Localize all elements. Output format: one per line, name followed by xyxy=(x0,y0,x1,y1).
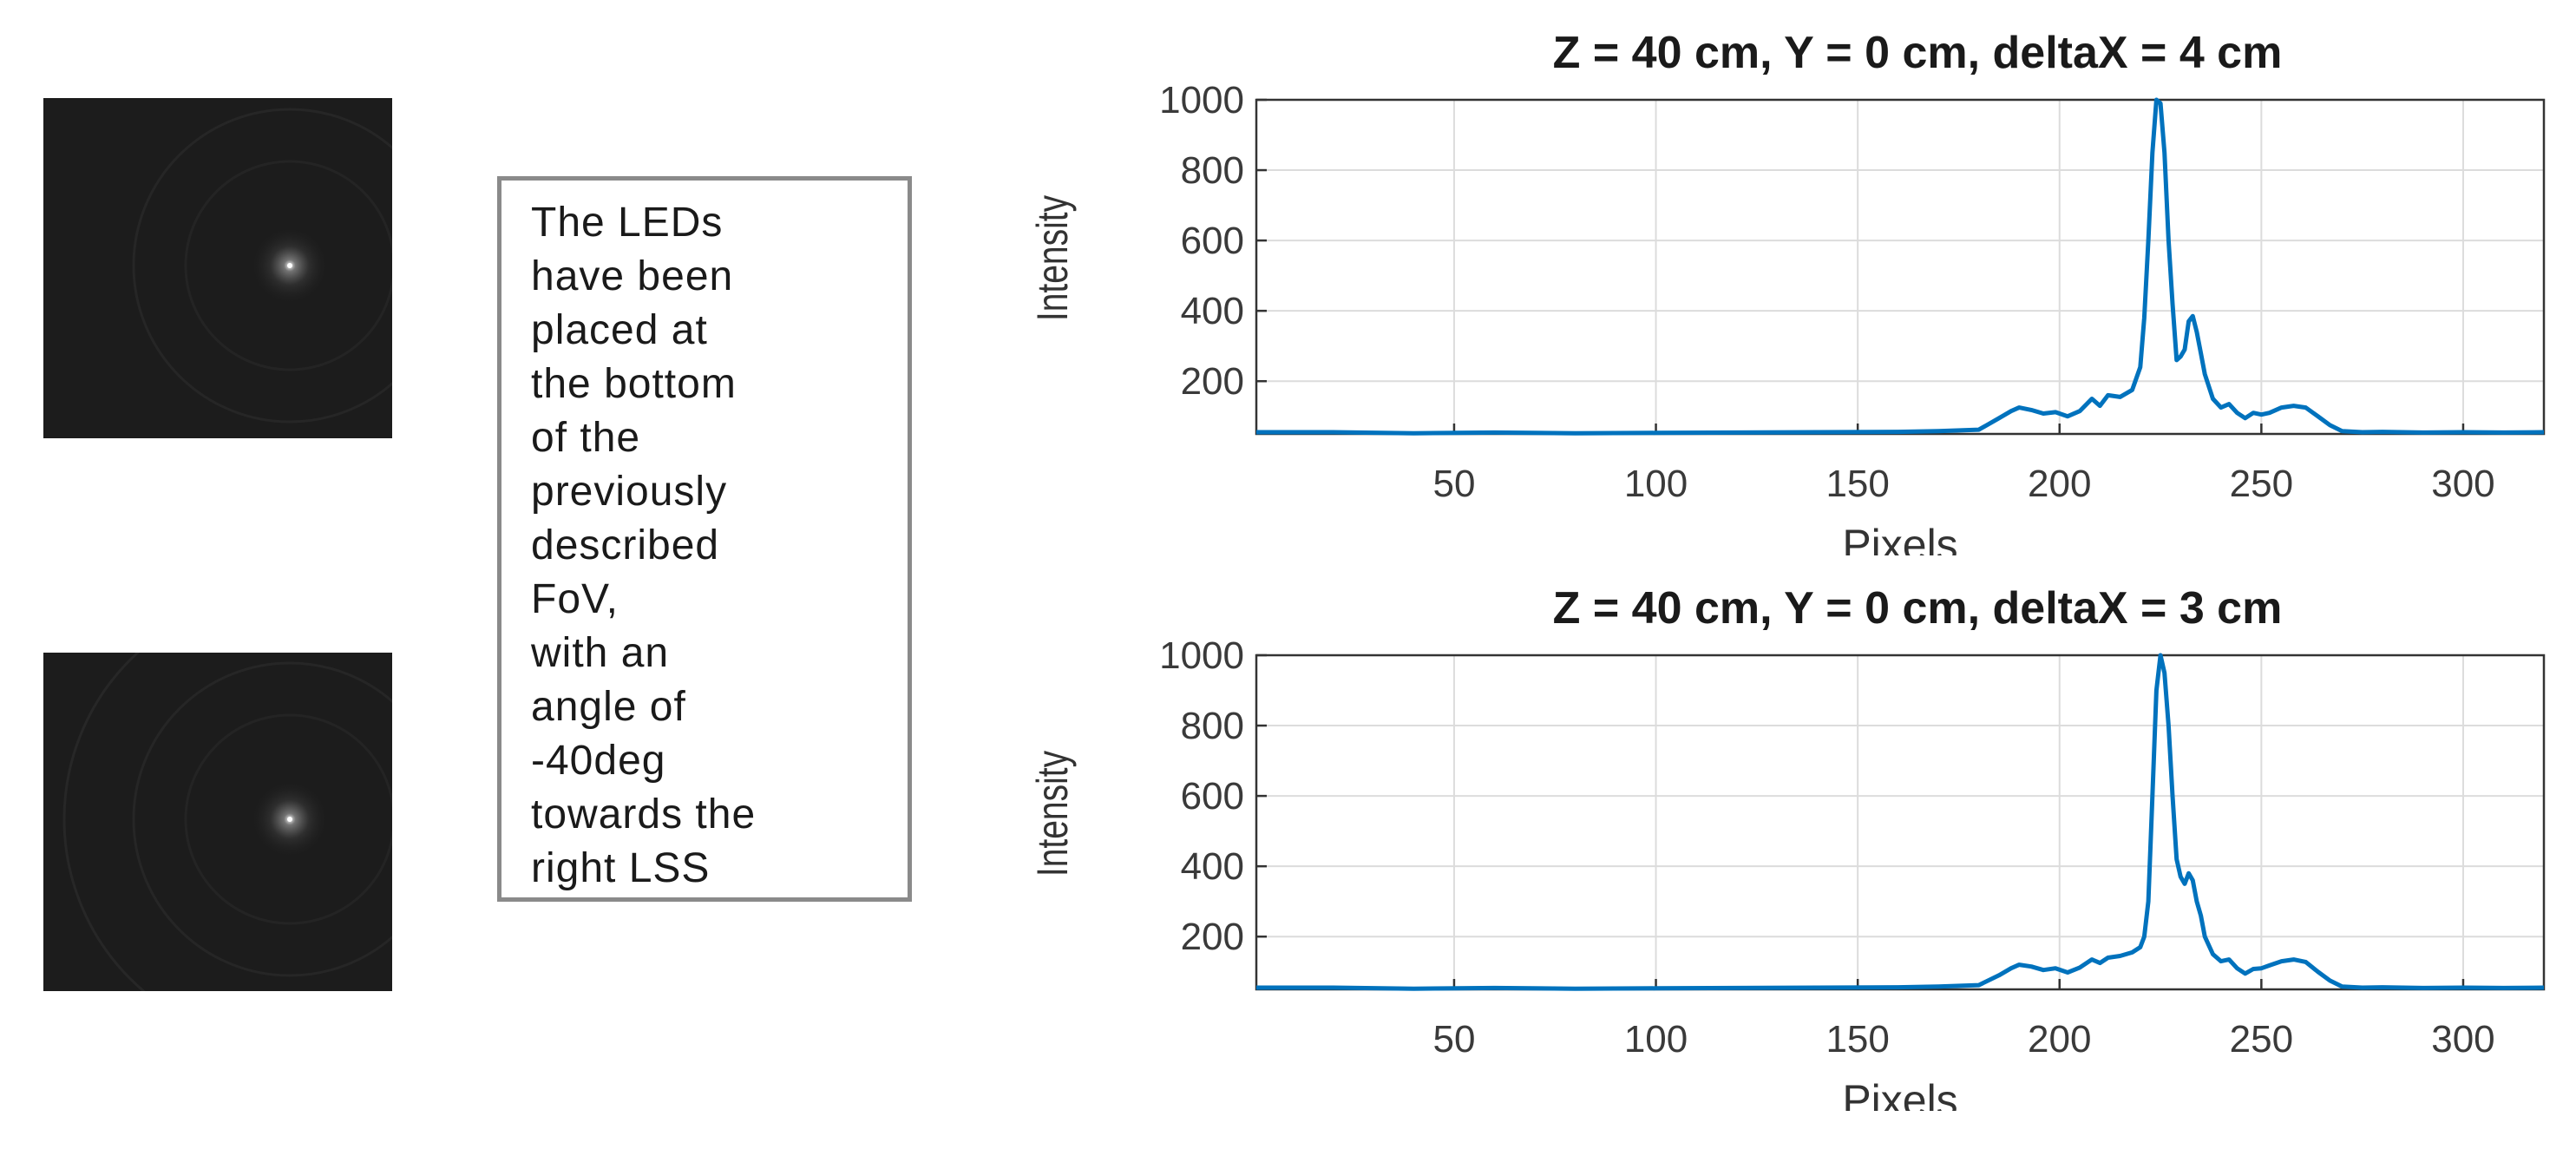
x-tick-label: 200 xyxy=(2028,1018,2091,1061)
y-axis-label: Intensity xyxy=(1027,194,1077,321)
plot-frame xyxy=(1255,654,2546,991)
chart-title: Z = 40 cm, Y = 0 cm, deltaX = 4 cm xyxy=(1553,28,2283,78)
series-line xyxy=(1256,97,2545,436)
y-tick-label: 800 xyxy=(1181,149,1244,192)
sensor-image-top-graphic xyxy=(43,98,392,438)
sensor-image-top xyxy=(43,98,392,438)
y-tick-label: 200 xyxy=(1181,916,1244,958)
x-tick-label: 250 xyxy=(2230,1018,2293,1061)
y-tick-label: 400 xyxy=(1181,290,1244,332)
x-tick-label: 300 xyxy=(2431,1018,2494,1061)
y-tick-label: 1000 xyxy=(1159,634,1244,677)
chart-top-svg: Z = 40 cm, Y = 0 cm, deltaX = 4 cm 50 100 1… xyxy=(1027,28,2546,555)
note-box: The LEDs have been placed at the bottom … xyxy=(497,176,912,902)
x-axis-label: Pixels xyxy=(1842,521,1957,555)
chart-title: Z = 40 cm, Y = 0 cm, deltaX = 3 cm xyxy=(1553,583,2283,634)
y-tick-label: 400 xyxy=(1181,845,1244,888)
note-text: The LEDs have been placed at the bottom … xyxy=(531,200,757,891)
x-tick-label: 50 xyxy=(1432,463,1475,505)
y-tick-label: 600 xyxy=(1181,775,1244,818)
x-tick-label: 250 xyxy=(2230,463,2293,505)
x-axis-label: Pixels xyxy=(1842,1076,1957,1111)
y-tick-label: 200 xyxy=(1181,360,1244,403)
series-line xyxy=(1256,653,2545,991)
x-tick-label: 200 xyxy=(2028,463,2091,505)
x-tick-label: 100 xyxy=(1624,463,1688,505)
chart-bottom-svg: Z = 40 cm, Y = 0 cm, deltaX = 3 cm 50 100 1… xyxy=(1027,583,2546,1111)
chart-bottom: Z = 40 cm, Y = 0 cm, deltaX = 3 cm 50 100 1… xyxy=(972,555,2576,1111)
y-axis-label: Intensity xyxy=(1027,750,1077,877)
x-tick-label: 150 xyxy=(1825,1018,1889,1061)
chart-top: Z = 40 cm, Y = 0 cm, deltaX = 4 cm 50 100 1… xyxy=(972,0,2576,555)
y-tick-label: 1000 xyxy=(1159,79,1244,122)
x-tick-label: 100 xyxy=(1624,1018,1688,1061)
plot-frame xyxy=(1255,98,2546,436)
sensor-image-bottom xyxy=(43,653,392,991)
x-tick-label: 50 xyxy=(1432,1018,1475,1061)
y-tick-label: 800 xyxy=(1181,705,1244,747)
x-tick-label: 150 xyxy=(1825,463,1889,505)
x-tick-label: 300 xyxy=(2431,463,2494,505)
y-tick-label: 600 xyxy=(1181,220,1244,262)
sensor-image-bottom-graphic xyxy=(43,653,392,991)
